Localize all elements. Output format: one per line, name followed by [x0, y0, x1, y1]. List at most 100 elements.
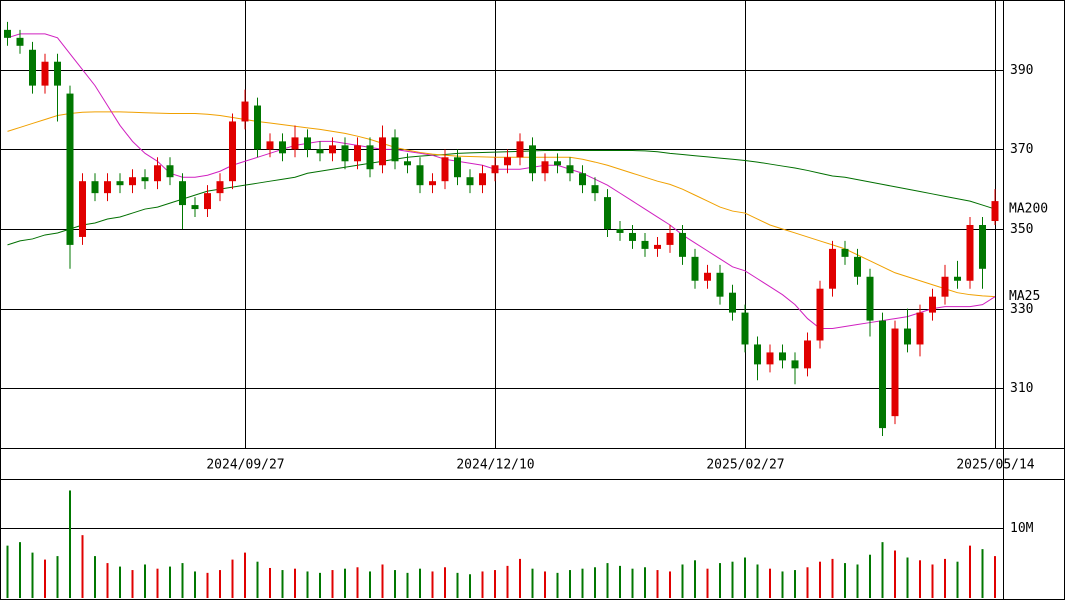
volume-bar	[806, 567, 809, 598]
candle-body	[41, 61, 49, 86]
volume-bar	[631, 568, 634, 598]
volume-bar	[469, 574, 471, 598]
candle-body	[266, 141, 274, 150]
candle-body	[116, 181, 124, 186]
candle-body	[879, 320, 886, 429]
volume-bar	[494, 570, 496, 598]
candle-body	[4, 29, 11, 38]
volume-bar	[419, 568, 421, 598]
candle-body	[229, 121, 236, 182]
volume-bar	[594, 567, 596, 598]
volume-bar	[756, 564, 759, 598]
volume-bar	[794, 570, 796, 598]
candle-body	[429, 181, 436, 186]
candle-body	[204, 193, 211, 210]
candle-body	[579, 173, 586, 186]
candle-body	[704, 272, 711, 281]
volume-bar	[106, 563, 109, 598]
candle-body	[129, 177, 136, 186]
volume-bar	[531, 568, 534, 598]
candle-body	[829, 248, 836, 289]
candle-body	[504, 157, 511, 166]
volume-bar	[456, 572, 459, 598]
series-label: MA25	[1009, 289, 1040, 304]
volume-bar	[881, 542, 884, 598]
candle-body	[166, 165, 174, 178]
candle-body	[291, 137, 299, 150]
candle-body	[79, 181, 86, 237]
candle-body	[366, 145, 374, 170]
candle-body	[866, 276, 874, 321]
candle-body	[54, 61, 61, 86]
volume-bar	[169, 566, 171, 598]
candle-body	[966, 224, 974, 281]
candle-body	[216, 181, 224, 194]
candle-body	[804, 340, 811, 369]
volume-bar	[344, 568, 346, 598]
volume-bar	[606, 563, 609, 598]
series-label: MA200	[1009, 202, 1048, 217]
candle-body	[991, 201, 999, 222]
candle-body	[479, 173, 486, 186]
candle-body	[854, 256, 861, 277]
candle-body	[616, 228, 624, 233]
moving-average	[7, 111, 996, 298]
y-tick-label: 390	[1010, 63, 1033, 78]
volume-bar	[894, 550, 896, 598]
candle-body	[91, 181, 99, 194]
volume-bar	[81, 535, 84, 598]
candle-body	[516, 141, 524, 158]
volume-bar	[44, 559, 46, 598]
candle-body	[954, 276, 961, 281]
volume-bar	[969, 545, 971, 598]
volume-bar	[556, 572, 559, 598]
volume-bar	[194, 571, 196, 598]
candle-body	[29, 49, 36, 86]
volume-bar	[19, 542, 21, 598]
candle-body	[729, 292, 736, 313]
candle-body	[441, 157, 449, 182]
candle-body	[641, 240, 649, 249]
volume-bar	[744, 557, 746, 598]
volume-bar	[481, 571, 484, 598]
volume-bar	[906, 557, 909, 598]
volume-bar	[931, 564, 934, 598]
volume-bar	[656, 570, 659, 598]
candle-body	[66, 93, 74, 245]
volume-bar	[981, 549, 984, 598]
candle-body	[929, 296, 936, 313]
volume-bar	[294, 568, 296, 598]
candle-body	[566, 165, 574, 174]
candle-body	[104, 181, 111, 194]
candle-body	[904, 328, 911, 345]
x-tick-label: 2024/12/10	[456, 458, 534, 473]
x-tick-label: 2024/09/27	[206, 458, 284, 473]
volume-bar	[519, 558, 521, 598]
candle-body	[891, 328, 899, 417]
volume-bar	[156, 568, 159, 598]
volume-bar	[31, 552, 34, 598]
volume-bar	[406, 572, 409, 598]
candle-body	[141, 177, 149, 182]
candle-body	[254, 105, 261, 150]
volume-bar	[131, 570, 134, 598]
volume-bar	[769, 568, 771, 598]
candle-body	[716, 272, 724, 297]
volume-bar	[819, 561, 821, 598]
volume-bar	[269, 567, 271, 598]
candle-body	[841, 248, 849, 257]
candle-body	[304, 137, 311, 150]
volume-bar	[6, 545, 9, 598]
volume-bar	[206, 572, 209, 598]
volume-bar	[856, 564, 859, 598]
candle-body	[491, 165, 499, 174]
volume-bar	[869, 554, 871, 598]
y-tick-label: 10M	[1010, 521, 1034, 536]
x-tick-label: 2025/05/14	[956, 458, 1034, 473]
volume-bar	[444, 567, 446, 598]
volume-bar	[244, 552, 246, 598]
y-tick-label: 310	[1010, 381, 1033, 396]
volume-bar	[381, 564, 384, 598]
volume-bar	[694, 560, 696, 598]
volume-bar	[506, 565, 509, 598]
